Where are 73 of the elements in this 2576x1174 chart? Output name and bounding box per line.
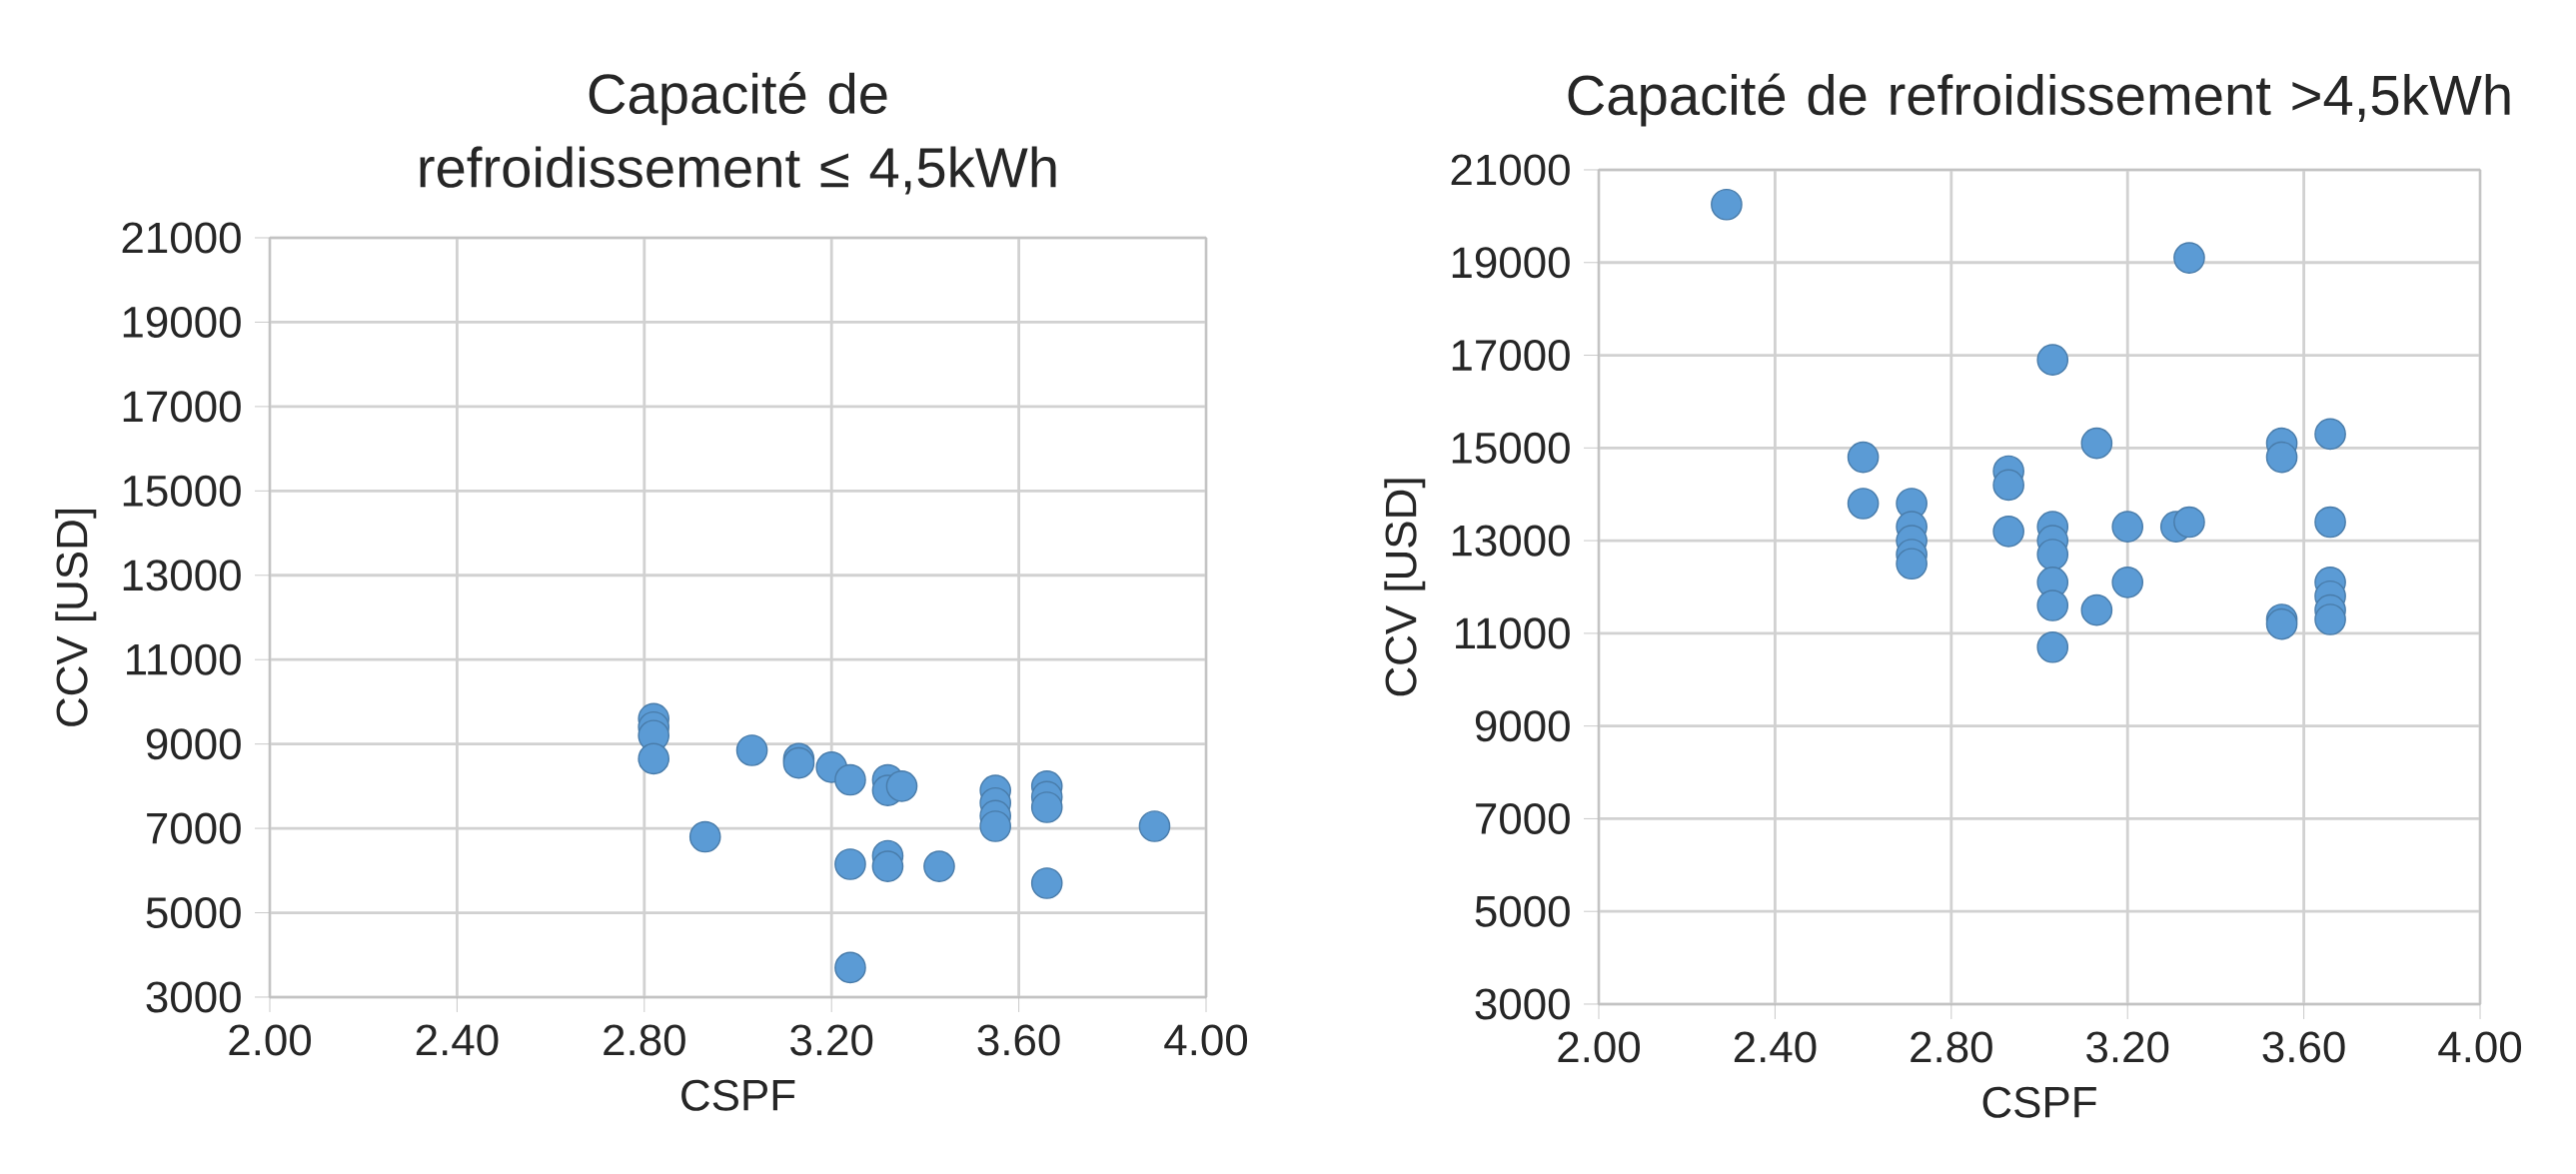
- point: [2173, 506, 2205, 539]
- y-tick-label: 13000: [123, 560, 241, 591]
- point: [2080, 427, 2113, 460]
- point: [1896, 548, 1928, 581]
- point: [1847, 488, 1880, 520]
- point: [2265, 607, 2298, 640]
- point: [688, 820, 721, 853]
- x-tick-label: 3.60: [977, 1024, 1060, 1056]
- point: [2314, 418, 2346, 451]
- y-tick-label: 3000: [1475, 988, 1570, 1020]
- x-tick-label: 2.40: [416, 1024, 499, 1056]
- point: [1030, 867, 1063, 899]
- point: [2111, 567, 2144, 598]
- point: [1847, 441, 1880, 474]
- point: [1992, 469, 2024, 502]
- point: [2036, 539, 2069, 571]
- y-tick-label: 17000: [123, 391, 241, 423]
- point: [923, 850, 955, 882]
- point: [2314, 506, 2346, 539]
- chart-title: Capacité de refroidissement ≤ 4,5kWh: [420, 72, 1056, 195]
- y-tick-label: 5000: [1475, 895, 1570, 927]
- point: [2036, 344, 2069, 376]
- point: [1030, 791, 1063, 823]
- point: [638, 742, 670, 775]
- y-tick-label: 17000: [1452, 340, 1570, 372]
- y-tick-label: 15000: [1452, 432, 1570, 464]
- point: [1711, 188, 1743, 221]
- point: [782, 746, 815, 779]
- y-tick-label: 3000: [146, 981, 241, 1013]
- y-tick-label: 21000: [122, 222, 241, 254]
- x-tick-label: 2.80: [1911, 1031, 1992, 1063]
- point: [2265, 441, 2298, 474]
- point: [2036, 630, 2069, 663]
- x-tick-label: 2.40: [1734, 1031, 1817, 1063]
- point: [834, 848, 866, 880]
- point: [1992, 515, 2024, 548]
- y-tick-label: 21000: [1451, 154, 1570, 186]
- chart-title: Capacité de refroidissement >4,5kWh: [1568, 73, 2510, 127]
- point: [2314, 603, 2346, 635]
- y-tick-label: 7000: [1476, 802, 1570, 834]
- y-tick-label: 9000: [146, 728, 241, 760]
- point: [834, 951, 866, 984]
- x-tick-label: 2.00: [229, 1024, 312, 1056]
- y-tick-label: 9000: [1475, 710, 1570, 742]
- point: [2111, 511, 2144, 543]
- point: [2036, 589, 2069, 621]
- x-tick-label: 4.00: [1164, 1024, 1248, 1056]
- y-tick-label: 11000: [1456, 617, 1570, 649]
- y-tick-label: 5000: [146, 897, 241, 929]
- y-tick-label: 13000: [1452, 525, 1570, 557]
- point: [1138, 810, 1171, 842]
- x-tick-label: 2.80: [604, 1024, 685, 1056]
- x-tick-label: 3.60: [2262, 1031, 2345, 1063]
- point: [2173, 242, 2205, 274]
- point: [885, 770, 918, 802]
- y-tick-label: 15000: [123, 475, 241, 507]
- x-tick-label: 3.20: [790, 1024, 873, 1056]
- y-tick-label: 7000: [147, 812, 241, 844]
- x-axis-title: CSPF: [681, 1079, 795, 1111]
- y-tick-label: 19000: [123, 306, 241, 338]
- x-tick-label: 3.20: [2086, 1031, 2169, 1063]
- x-tick-label: 4.00: [2438, 1031, 2522, 1063]
- point: [871, 850, 904, 882]
- y-axis-title: CCV [USD]: [1384, 479, 1426, 696]
- x-tick-label: 2.00: [1558, 1031, 1641, 1063]
- y-axis-title: CCV [USD]: [55, 510, 97, 726]
- point: [2080, 593, 2113, 626]
- point: [735, 734, 768, 766]
- point: [834, 763, 866, 796]
- y-tick-label: 19000: [1452, 247, 1570, 279]
- y-tick-label: 11000: [127, 643, 241, 675]
- x-axis-title: CSPF: [1982, 1086, 2096, 1118]
- point: [979, 810, 1011, 842]
